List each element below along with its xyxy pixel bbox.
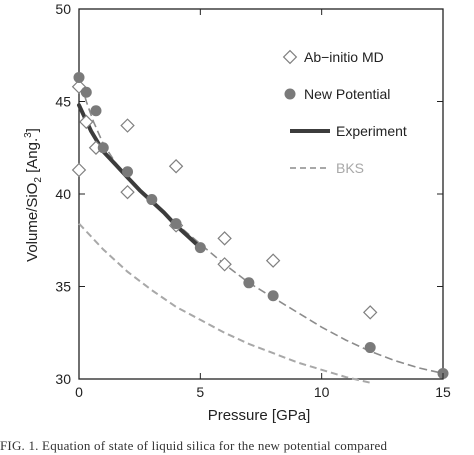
newpotential-point xyxy=(90,105,102,117)
y-axis-label: Volume/SiO2 [Ang.3] xyxy=(23,128,44,262)
legend-marker-diamond xyxy=(282,49,298,65)
y-tick-label: 50 xyxy=(55,1,71,17)
legend-item-abinitio: Ab−initio MD xyxy=(282,49,384,65)
y-axis-label-end: ] xyxy=(24,128,41,132)
abinitio-point xyxy=(71,162,87,178)
y-axis-label-main: Volume/SiO xyxy=(24,183,41,262)
abinitio-point xyxy=(362,305,378,320)
plot-area-border xyxy=(78,8,444,380)
legend-label-abinitio: Ab−initio MD xyxy=(304,49,384,65)
y-tick-label: 45 xyxy=(55,94,71,110)
newpotential-point xyxy=(243,277,255,289)
y-axis-label-sup: 3 xyxy=(23,132,34,138)
abinitio-points xyxy=(71,79,378,320)
chart: 0 5 10 15 30 35 40 45 50 Pressure [GPa] Volume/S… xyxy=(23,1,451,424)
y-axis-label-sub: 2 xyxy=(33,177,44,183)
fit-line xyxy=(78,73,444,375)
abinitio-point xyxy=(265,253,281,268)
legend-item-bks: BKS xyxy=(290,160,364,176)
x-tick-label: 5 xyxy=(196,384,204,400)
y-tick-label: 35 xyxy=(55,279,71,295)
newpotential-point xyxy=(122,166,134,178)
x-tick-label: 10 xyxy=(314,384,330,400)
newpotential-point xyxy=(97,142,109,154)
legend: Ab−initio MD New Potential Experiment BK… xyxy=(282,49,407,176)
x-axis-label: Pressure [GPa] xyxy=(208,407,311,424)
newpotential-point xyxy=(194,242,206,254)
x-tick-label: 0 xyxy=(75,384,83,400)
newpotential-point xyxy=(146,194,158,206)
abinitio-point xyxy=(168,159,184,174)
fit-curve-dashed xyxy=(78,73,444,375)
y-tick-label: 30 xyxy=(55,371,71,387)
newpotential-point xyxy=(170,218,182,230)
legend-label-experiment: Experiment xyxy=(336,123,407,139)
figure-caption: FIG. 1. Equation of state of liquid sili… xyxy=(0,438,388,453)
legend-marker-circle xyxy=(284,88,296,100)
legend-item-newpotential: New Potential xyxy=(284,86,390,102)
y-axis-label-rest: [Ang. xyxy=(24,138,41,177)
bks-line xyxy=(78,222,371,384)
newpotential-point xyxy=(80,86,92,98)
axis-ticks: 0 5 10 15 30 35 40 45 50 xyxy=(55,1,451,400)
newpotential-point xyxy=(73,71,85,83)
abinitio-point xyxy=(120,118,135,133)
bks-curve xyxy=(78,222,371,384)
newpotential-point xyxy=(267,290,279,302)
abinitio-point xyxy=(217,231,232,246)
abinitio-point xyxy=(217,257,232,272)
newpotential-point xyxy=(364,342,376,354)
legend-label-bks: BKS xyxy=(336,160,364,176)
abinitio-point xyxy=(120,184,135,200)
y-tick-label: 40 xyxy=(55,186,71,202)
abinitio-point xyxy=(79,114,94,130)
legend-item-experiment: Experiment xyxy=(290,123,407,139)
x-tick-label: 15 xyxy=(435,384,451,400)
newpot-points xyxy=(73,71,449,379)
plot-frame xyxy=(78,8,444,380)
legend-label-newpotential: New Potential xyxy=(304,86,390,102)
